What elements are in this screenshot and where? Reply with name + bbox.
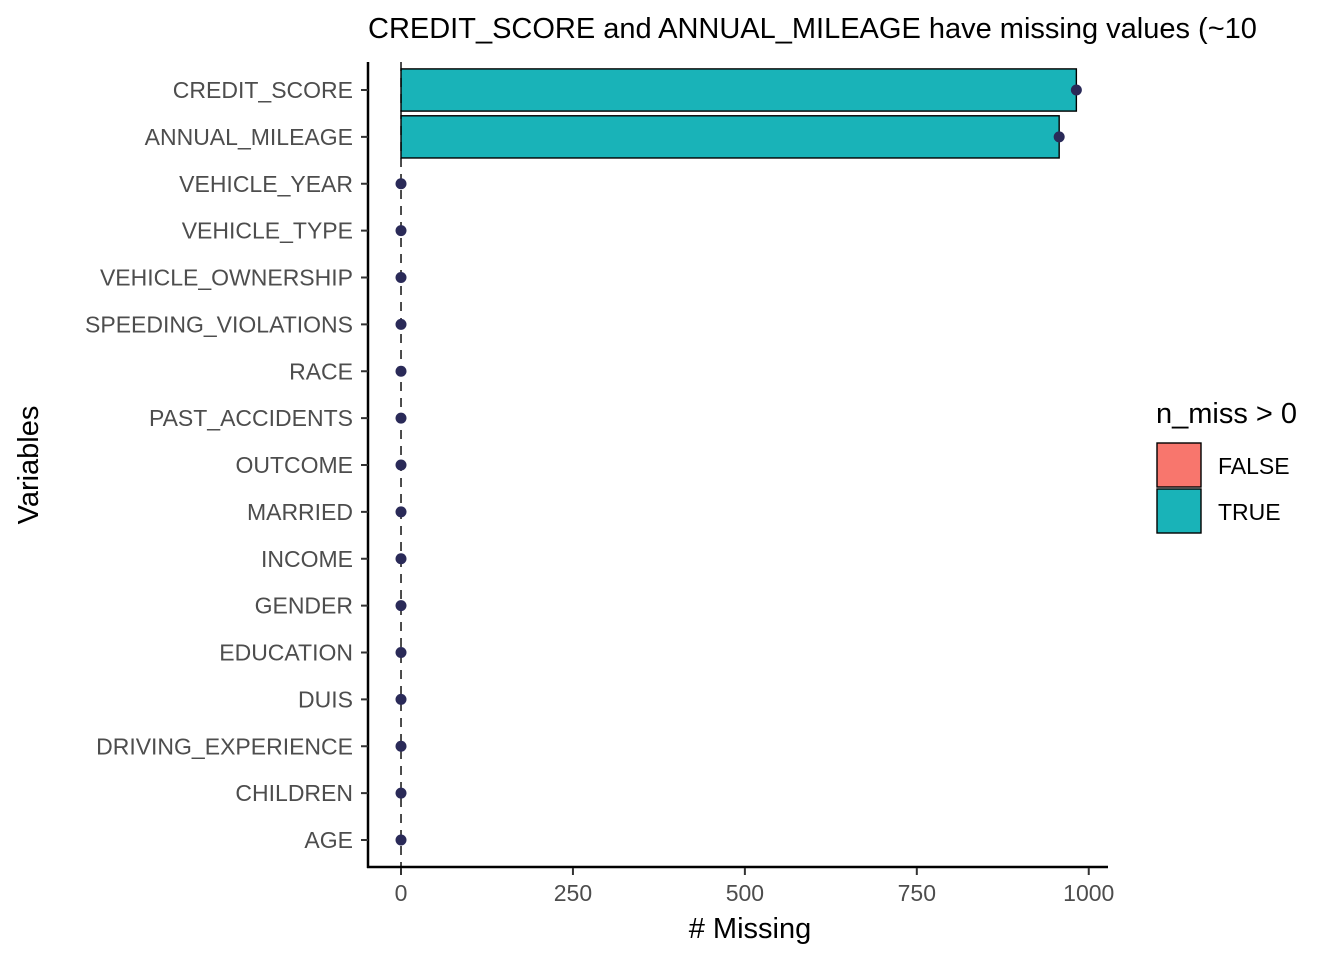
y-tick-label: DRIVING_EXPERIENCE: [96, 733, 353, 759]
legend: n_miss > 0 FALSE TRUE: [1156, 398, 1297, 534]
point-speeding-violations: [395, 318, 407, 330]
bar-annual-mileage: [400, 115, 1060, 159]
plot-area: [395, 62, 1082, 868]
y-tick-label: OUTCOME: [235, 452, 353, 478]
point-education: [395, 647, 407, 658]
legend-entries: FALSE TRUE: [1156, 442, 1290, 534]
x-tick-label: 250: [554, 880, 592, 906]
y-tick-label: RACE: [289, 358, 353, 384]
point-vehicle-ownership: [395, 272, 407, 283]
y-tick-label: CHILDREN: [235, 780, 353, 806]
point-outcome: [395, 459, 407, 471]
point-duis: [395, 693, 407, 705]
legend-label-false: FALSE: [1218, 453, 1290, 479]
y-tick-label: PAST_ACCIDENTS: [149, 405, 353, 431]
y-tick-label: INCOME: [261, 546, 353, 572]
point-annual-mileage: [1053, 131, 1065, 143]
point-vehicle-type: [395, 225, 407, 237]
y-axis-ticks: CREDIT_SCORE ANNUAL_MILEAGE VEHICLE_YEAR VE…: [85, 77, 368, 853]
point-driving-experience: [395, 740, 407, 752]
y-tick-label: AGE: [304, 827, 353, 853]
x-tick-label: 750: [898, 880, 936, 906]
y-tick-label: DUIS: [298, 686, 353, 712]
point-married: [395, 506, 407, 518]
bars-layer: [400, 68, 1078, 159]
point-vehicle-year: [395, 178, 407, 190]
points-layer: [395, 84, 1082, 846]
point-race: [395, 365, 407, 377]
y-tick-label: MARRIED: [247, 499, 353, 525]
y-tick-label: GENDER: [255, 593, 353, 619]
x-axis-title: # Missing: [689, 913, 812, 945]
legend-swatch-true: [1156, 488, 1202, 534]
x-tick-label: 500: [726, 880, 764, 906]
legend-swatch-false: [1156, 442, 1202, 488]
x-tick-label: 1000: [1063, 880, 1114, 906]
y-tick-label: ANNUAL_MILEAGE: [145, 124, 353, 150]
y-tick-label: VEHICLE_YEAR: [179, 171, 353, 197]
point-credit-score: [1070, 84, 1082, 96]
legend-label-true: TRUE: [1218, 499, 1281, 525]
bar-credit-score: [400, 68, 1078, 112]
point-gender: [395, 600, 407, 612]
y-tick-label: EDUCATION: [219, 640, 353, 666]
chart-title: CREDIT_SCORE and ANNUAL_MILEAGE have mis…: [368, 13, 1257, 45]
x-axis-ticks: 0 250 500 750 1000: [395, 868, 1114, 906]
point-age: [395, 834, 407, 846]
point-children: [395, 787, 407, 799]
point-past-accidents: [395, 412, 407, 424]
y-tick-label: VEHICLE_OWNERSHIP: [100, 265, 353, 291]
point-income: [395, 553, 407, 565]
legend-title: n_miss > 0: [1156, 398, 1297, 430]
y-axis-title: Variables: [13, 406, 45, 525]
y-tick-label: CREDIT_SCORE: [173, 77, 353, 103]
y-tick-label: SPEEDING_VIOLATIONS: [85, 311, 353, 337]
x-tick-label: 0: [395, 880, 408, 906]
y-tick-label: VEHICLE_TYPE: [182, 218, 353, 244]
